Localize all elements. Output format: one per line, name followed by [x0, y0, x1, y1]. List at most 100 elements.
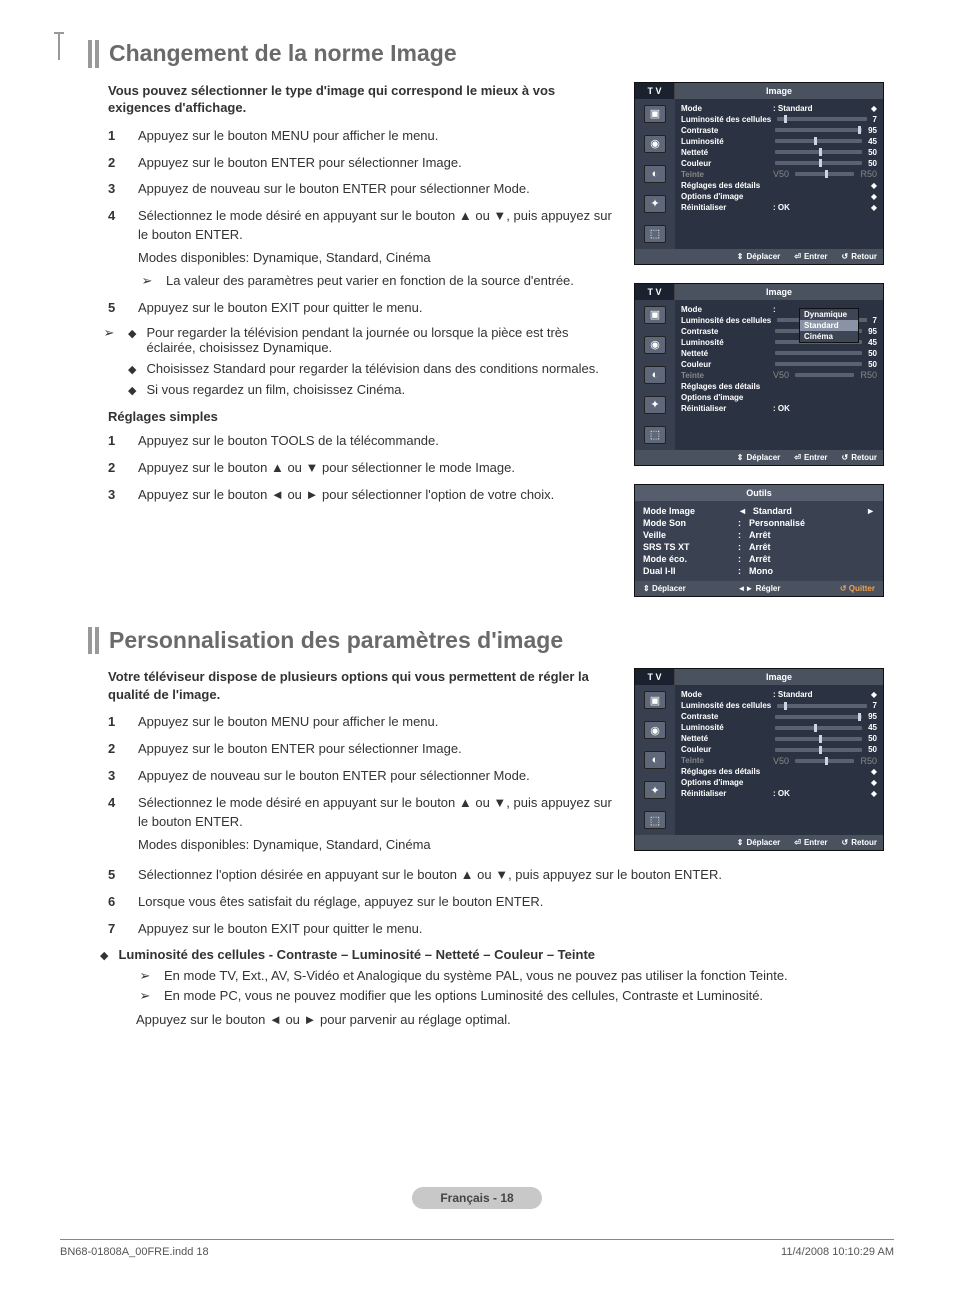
- osd-slider: [775, 128, 862, 132]
- return-icon: ↺: [842, 838, 849, 847]
- tools-row-value: Personnalisé: [749, 518, 875, 528]
- osd-row-label: Luminosité des cellules: [681, 316, 771, 325]
- tips-block: ➢ ◆ Pour regarder la télévision pendant …: [100, 325, 614, 397]
- enter-icon: ⏎: [794, 838, 801, 847]
- footer-enter: Entrer: [804, 252, 828, 261]
- step-text: Appuyez sur le bouton EXIT pour quitter …: [138, 921, 422, 936]
- picture-icon: ▣: [644, 105, 666, 123]
- tools-footer-adjust: Régler: [756, 584, 781, 593]
- section-title: Changement de la norme Image: [109, 40, 457, 68]
- right-arrow-icon: ►: [866, 506, 875, 516]
- picture-icon: ▣: [644, 306, 666, 324]
- note-text: En mode TV, Ext., AV, S-Vidéo et Analogi…: [164, 968, 788, 983]
- step-2: Appuyez sur le bouton ENTER pour sélecti…: [108, 154, 614, 173]
- osd-row-label: Contraste: [681, 712, 769, 721]
- osd-row-label: Luminosité: [681, 137, 769, 146]
- osd-row-label: Netteté: [681, 734, 769, 743]
- osd-slider: [795, 373, 854, 377]
- footer-return: Retour: [851, 252, 877, 261]
- osd-row-label: Réinitialiser: [681, 203, 769, 212]
- osd-row-value: 45: [868, 137, 877, 146]
- tip-text: Pour regarder la télévision pendant la j…: [146, 325, 614, 355]
- section-changement: Changement de la norme Image Vous pouvez…: [60, 40, 894, 597]
- osd-row-label: Réinitialiser: [681, 789, 769, 798]
- osd-row-value: 95: [868, 327, 877, 336]
- tools-row-label: SRS TS XT: [643, 542, 738, 552]
- osd-row-label: Couleur: [681, 360, 769, 369]
- footer-enter: Entrer: [804, 453, 828, 462]
- osd-row-value: 45: [868, 338, 877, 347]
- step-3: Appuyez de nouveau sur le bouton ENTER p…: [108, 767, 614, 786]
- osd-image-menu-1: T V Image ▣ ◉ ◐ ✦ ⬚ Mode: Standard◆ Lumi…: [634, 82, 884, 265]
- diamond-icon: ◆: [871, 203, 877, 212]
- final-instruction: Appuyez sur le bouton ◄ ou ► pour parven…: [136, 1012, 894, 1027]
- return-icon: ↺: [842, 252, 849, 261]
- tools-row-value: Mono: [749, 566, 875, 576]
- step-text: Appuyez sur le bouton EXIT pour quitter …: [138, 300, 422, 315]
- footer-move: Déplacer: [746, 838, 780, 847]
- osd-row-label: Teinte: [681, 756, 769, 765]
- channel-icon: ◐: [644, 165, 666, 183]
- doc-filename: BN68-01808A_00FRE.indd 18: [60, 1246, 209, 1258]
- setup-icon: ✦: [644, 195, 666, 213]
- osd-row-label: Réglages des détails: [681, 382, 769, 391]
- osd-slider: [775, 715, 862, 719]
- footer-return: Retour: [851, 838, 877, 847]
- tools-row-value: Standard: [753, 506, 866, 516]
- heading-bars: [88, 40, 99, 68]
- section2-osd-column: T V Image ▣ ◉ ◐ ✦ ⬚ Mode: Standard◆ Lumi…: [634, 668, 894, 851]
- osd-slider: [795, 172, 854, 176]
- tools-row-value: Arrêt: [749, 530, 875, 540]
- osd-icon-column: ▣ ◉ ◐ ✦ ⬚: [635, 300, 675, 450]
- step-1: Appuyez sur le bouton MENU pour afficher…: [108, 713, 614, 732]
- step-text: Appuyez de nouveau sur le bouton ENTER p…: [138, 768, 530, 783]
- step-text: Lorsque vous êtes satisfait du réglage, …: [138, 894, 543, 909]
- step-text: Appuyez sur le bouton ▲ ou ▼ pour sélect…: [138, 460, 515, 475]
- dropdown-option: Cinéma: [800, 331, 858, 342]
- step-text: Appuyez sur le bouton ENTER pour sélecti…: [138, 155, 462, 170]
- osd-row-label: Luminosité: [681, 723, 769, 732]
- heading-row: Personnalisation des paramètres d'image: [88, 627, 894, 655]
- diamond-icon: ◆: [871, 181, 877, 190]
- osd-row-label: Réglages des détails: [681, 181, 769, 190]
- osd-tint-left: V50: [773, 370, 789, 380]
- input-icon: ⬚: [644, 811, 666, 829]
- osd-row-value: 95: [868, 126, 877, 135]
- section1-body: Vous pouvez sélectionner le type d'image…: [108, 82, 614, 513]
- osd-footer: ⇕ Déplacer ⏎ Entrer ↺ Retour: [635, 249, 883, 264]
- footer-enter: Entrer: [804, 838, 828, 847]
- section2-intro: Votre téléviseur dispose de plusieurs op…: [108, 668, 614, 703]
- osd-slider: [775, 161, 862, 165]
- tip-text: Si vous regardez un film, choisissez Cin…: [146, 382, 405, 397]
- osd-row-value: : OK: [773, 404, 790, 413]
- enter-icon: ⏎: [794, 252, 801, 261]
- osd-slider: [795, 759, 854, 763]
- tools-footer: ⇕ Déplacer ◄► Régler ↺ Quitter: [635, 581, 883, 596]
- osd-row-value: 7: [873, 115, 877, 124]
- arrow-note-icon: ➢: [136, 988, 154, 1004]
- simple-step-1: Appuyez sur le bouton TOOLS de la téléco…: [108, 432, 614, 451]
- doc-timestamp: 11/4/2008 10:10:29 AM: [781, 1246, 894, 1258]
- section1-intro: Vous pouvez sélectionner le type d'image…: [108, 82, 614, 117]
- osd-tv-label: T V: [635, 284, 675, 300]
- note-2: ➢ En mode PC, vous ne pouvez modifier qu…: [136, 988, 894, 1004]
- osd-slider: [775, 362, 862, 366]
- arrow-note-icon: ➢: [136, 968, 154, 984]
- osd-row-label: Mode: [681, 104, 769, 113]
- osd-row-label: Réinitialiser: [681, 404, 769, 413]
- dropdown-option: Dynamique: [800, 309, 858, 320]
- step-text: Appuyez de nouveau sur le bouton ENTER p…: [138, 181, 530, 196]
- osd-row-label: Netteté: [681, 349, 769, 358]
- page-number-pill: Français - 18: [412, 1187, 541, 1209]
- step-text: Appuyez sur le bouton ENTER pour sélecti…: [138, 741, 462, 756]
- osd-row-label: Luminosité des cellules: [681, 701, 771, 710]
- simple-step-3: Appuyez sur le bouton ◄ ou ► pour sélect…: [108, 486, 614, 505]
- osd-tint-right: R50: [860, 169, 877, 179]
- sound-icon: ◉: [644, 721, 666, 739]
- osd-slider: [775, 351, 862, 355]
- osd-slider: [775, 726, 862, 730]
- osd-footer: ⇕ Déplacer ⏎ Entrer ↺ Retour: [635, 835, 883, 850]
- osd-tint-right: R50: [860, 370, 877, 380]
- osd-title: Image: [675, 83, 883, 99]
- setup-icon: ✦: [644, 781, 666, 799]
